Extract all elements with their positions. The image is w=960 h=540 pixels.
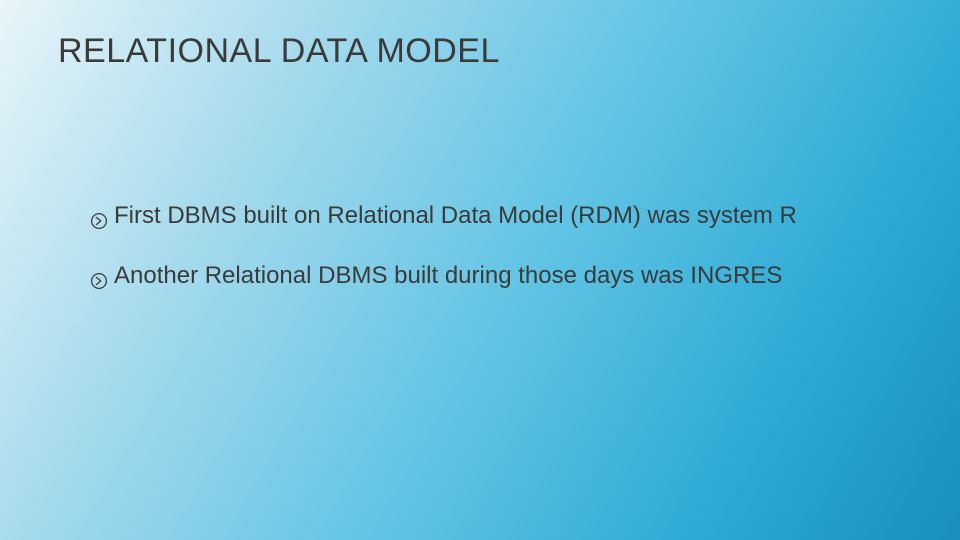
circled-arrow-right-icon bbox=[90, 267, 108, 285]
bullet-text: First DBMS built on Relational Data Mode… bbox=[114, 200, 900, 232]
bullet-item: First DBMS built on Relational Data Mode… bbox=[90, 200, 900, 232]
circled-arrow-right-icon bbox=[90, 207, 108, 225]
slide-content: First DBMS built on Relational Data Mode… bbox=[90, 200, 900, 321]
slide-title: RELATIONAL DATA MODEL bbox=[58, 32, 500, 71]
bullet-text: Another Relational DBMS built during tho… bbox=[114, 260, 900, 292]
bullet-item: Another Relational DBMS built during tho… bbox=[90, 260, 900, 292]
